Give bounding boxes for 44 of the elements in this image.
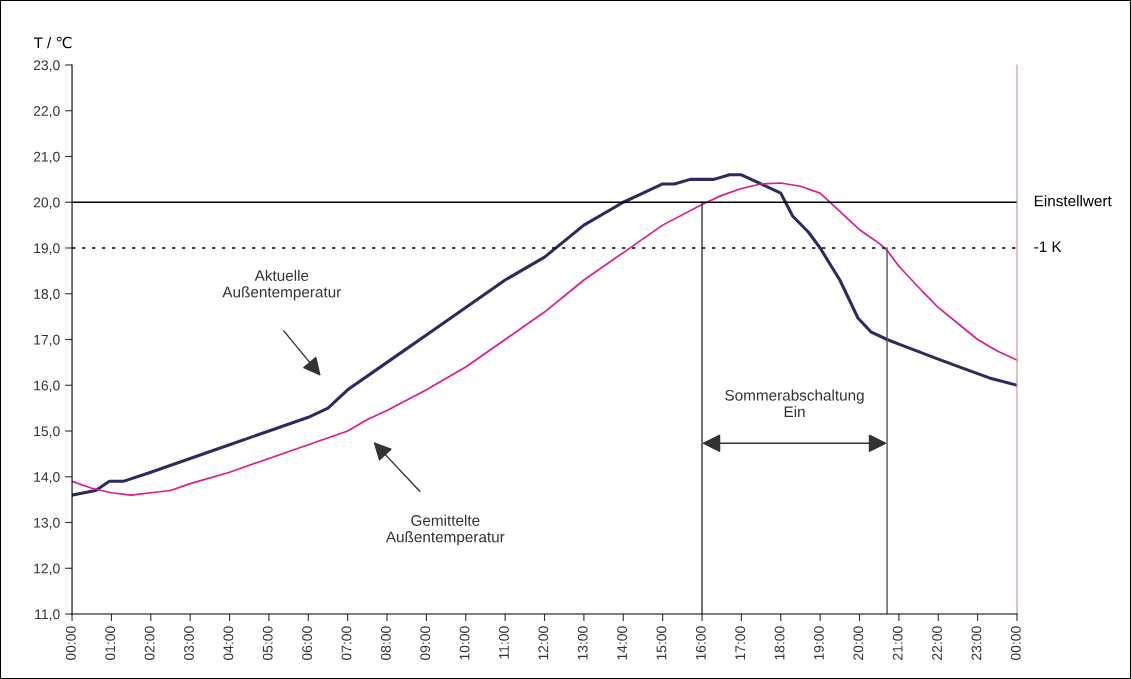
x-tick-label: 17:00	[735, 626, 746, 660]
x-tick-label: 00:00	[1010, 626, 1021, 661]
y-tick-label: 12,0	[34, 563, 60, 576]
x-tick-label: 14:00	[617, 626, 627, 660]
x-tick-label: 18:00	[774, 626, 785, 660]
y-tick-label: 23,0	[33, 60, 60, 72]
x-tick-label: 11:00	[499, 626, 509, 659]
ref-line-label: -1 K	[1034, 241, 1062, 252]
annotation: Aktuelle Außentemperatur	[222, 269, 342, 301]
x-tick-label: 08:00	[380, 626, 391, 661]
x-tick-label: 00:00	[65, 626, 76, 661]
y-tick-label: 18,0	[34, 289, 60, 301]
x-tick-label: 03:00	[184, 626, 194, 661]
y-tick-label: 15,0	[34, 426, 60, 438]
x-tick-label: 01:00	[105, 626, 116, 661]
annotation: Gemittelte Außentemperatur	[385, 514, 505, 546]
x-tick-label: 19:00	[814, 626, 824, 660]
y-tick-label: 19,0	[34, 243, 60, 255]
x-tick-label: 20:00	[853, 626, 864, 660]
x-tick-label: 21:00	[892, 626, 903, 660]
x-tick-label: 07:00	[341, 626, 352, 661]
x-tick-label: 09:00	[420, 626, 431, 661]
y-axis-title: T / ℃	[34, 36, 72, 49]
y-tick-label: 21,0	[33, 151, 60, 164]
annotation: Sommerabschaltung Ein	[725, 389, 864, 418]
x-tick-label: 23:00	[971, 626, 982, 660]
y-tick-label: 13,0	[34, 517, 60, 530]
x-tick-label: 04:00	[223, 626, 234, 661]
x-tick-label: 12:00	[538, 626, 549, 660]
x-tick-label: 16:00	[695, 626, 706, 660]
x-tick-label: 10:00	[459, 626, 470, 660]
y-tick-label: 22,0	[33, 106, 60, 118]
x-tick-label: 02:00	[144, 626, 155, 661]
y-tick-label: 20,0	[33, 197, 60, 210]
y-tick-label: 14,0	[34, 472, 60, 484]
x-tick-label: 22:00	[932, 626, 942, 660]
x-tick-label: 06:00	[302, 626, 313, 661]
x-tick-label: 05:00	[262, 626, 273, 661]
y-tick-label: 11,0	[35, 609, 60, 621]
y-tick-label: 17,0	[34, 334, 60, 347]
x-tick-label: 15:00	[656, 626, 667, 660]
x-tick-label: 13:00	[577, 626, 588, 660]
ref-line-label: Einstellwert	[1034, 195, 1112, 207]
y-tick-label: 16,0	[34, 380, 60, 393]
